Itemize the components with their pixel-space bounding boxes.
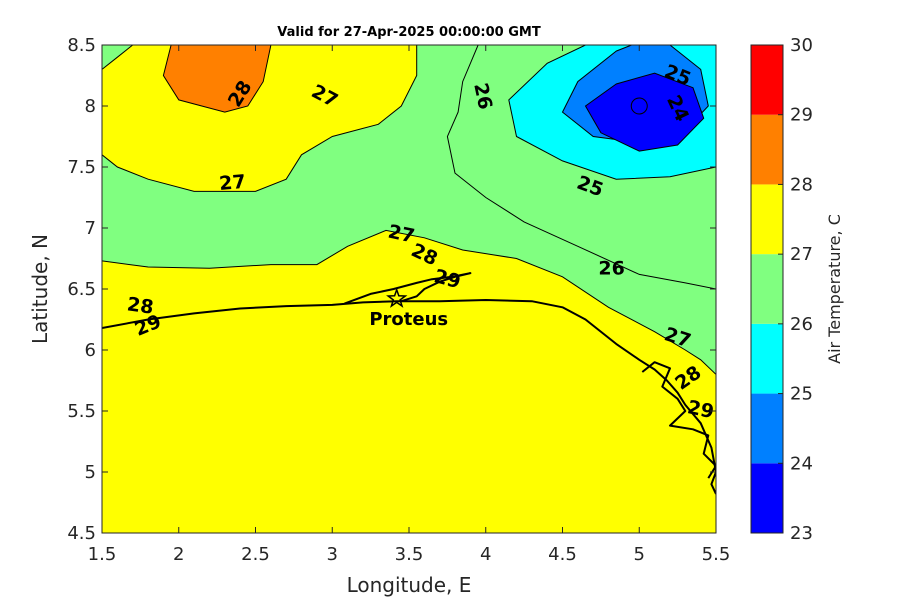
contour-label-27: 27: [218, 171, 246, 195]
x-axis-label: Longitude, E: [347, 573, 472, 597]
contour-label-27: 27: [386, 221, 416, 248]
coastline-delta: [641, 361, 716, 479]
colorbar-swatch-27: [751, 184, 783, 255]
site-label: Proteus: [369, 309, 448, 330]
colorbar: 23 24 25 26 27 28 29 30: [750, 35, 813, 544]
y-tick-label: 6.5: [67, 279, 96, 300]
colorbar-swatch-24: [751, 393, 783, 464]
contour-region-28-8: [162, 45, 272, 113]
site-marker-group: Proteus: [369, 97, 648, 330]
x-axis-ticks: 1.5 2 2.5 3 3.5 4 4.5 5 5.5: [88, 45, 731, 565]
contour-label-29: 29: [685, 396, 715, 423]
contour-label-28: 28: [126, 293, 155, 318]
colorbar-swatch-29: [751, 45, 783, 115]
y-tick-label: 7: [85, 218, 96, 239]
colorbar-label: Air Temperature, C: [825, 214, 844, 364]
y-tick-label: 7.5: [67, 157, 96, 178]
colorbar-tick-label: 26: [790, 314, 813, 335]
y-tick-label: 8: [85, 96, 96, 117]
colorbar-tick-label: 23: [790, 523, 813, 544]
colorbar-tick-label: 28: [790, 174, 813, 195]
coastline: [102, 272, 716, 495]
y-tick-label: 5.5: [67, 401, 96, 422]
colorbar-tick-label: 30: [790, 35, 813, 56]
minimum-circle-marker: [630, 97, 648, 115]
site-star-icon: [386, 287, 408, 308]
colorbar-tick-label: 25: [790, 384, 813, 405]
y-tick-label: 6: [85, 340, 96, 361]
coastline-main: [102, 299, 716, 495]
chart-title: Valid for 27-Apr-2025 00:00:00 GMT: [277, 25, 541, 40]
x-tick-label: 2: [173, 544, 184, 565]
contour-regions: [102, 45, 716, 533]
colorbar-swatch-28: [751, 114, 783, 185]
x-tick-label: 1.5: [88, 544, 117, 565]
x-tick-label: 3.5: [395, 544, 424, 565]
contour-region-27-2: [102, 229, 716, 533]
y-axis-label: Latitude, N: [28, 234, 52, 344]
contour-label-26: 26: [469, 81, 496, 111]
y-tick-label: 8.5: [67, 35, 96, 56]
y-axis-ticks: 4.5 5 5.5 6 6.5 7 7.5 8 8.5: [67, 35, 716, 544]
coastline-lagoon: [344, 272, 472, 305]
colorbar-tick-label: 27: [790, 244, 813, 265]
colorbar-swatch-23: [751, 463, 783, 533]
colorbar-tick-label: 29: [790, 105, 813, 126]
y-tick-label: 4.5: [67, 523, 96, 544]
colorbar-swatch-26: [751, 254, 783, 324]
contour-label-26: 26: [598, 257, 624, 279]
x-tick-label: 2.5: [241, 544, 270, 565]
colorbar-frame: [750, 44, 784, 534]
x-tick-label: 4.5: [548, 544, 577, 565]
colorbar-swatch-25: [751, 323, 783, 394]
x-tick-label: 4: [480, 544, 491, 565]
y-tick-label: 5: [85, 462, 96, 483]
x-tick-label: 3: [327, 544, 338, 565]
colorbar-tick-label: 24: [790, 453, 813, 474]
x-tick-label: 5.5: [702, 544, 731, 565]
x-tick-label: 5: [634, 544, 645, 565]
